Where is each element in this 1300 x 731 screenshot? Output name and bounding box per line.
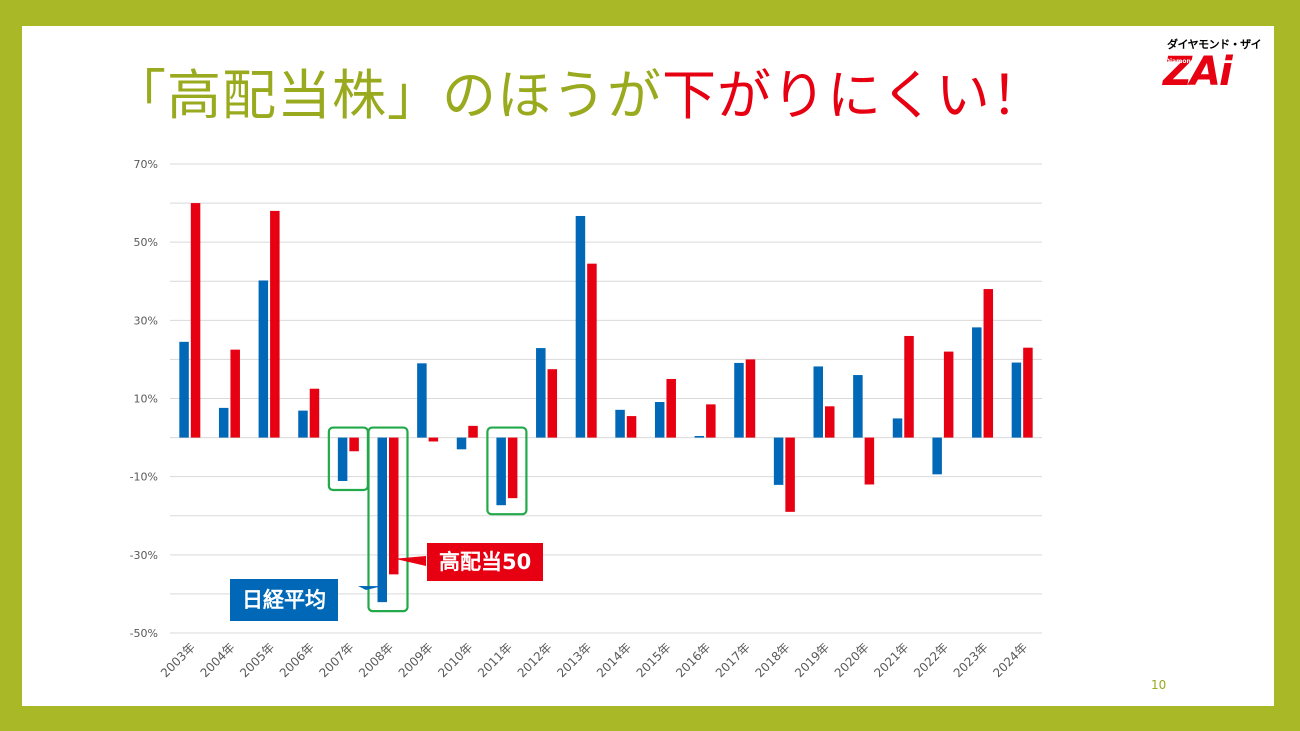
bar-high-dividend (349, 437, 359, 452)
bar-nikkei (1011, 362, 1022, 438)
bar-high-dividend (825, 406, 835, 438)
bar-nikkei (575, 215, 586, 438)
callout-high-dividend: 高配当50 (427, 543, 544, 581)
bar-nikkei (218, 407, 229, 438)
y-tick-label: -30% (130, 549, 158, 562)
x-tick-label: 2020年 (832, 640, 872, 680)
x-tick-label: 2010年 (435, 640, 475, 680)
bar-high-dividend (270, 210, 280, 438)
x-tick-label: 2023年 (951, 640, 991, 680)
logo-mark: ZAi (1163, 49, 1233, 95)
x-tick-label: 2006年 (277, 640, 317, 680)
bar-nikkei (496, 437, 506, 506)
bar-high-dividend (190, 203, 201, 438)
x-tick-label: 2018年 (753, 640, 793, 680)
y-tick-label: -10% (130, 471, 158, 484)
x-tick-label: 2016年 (673, 640, 713, 680)
x-tick-label: 2012年 (515, 640, 555, 680)
x-tick-label: 2003年 (158, 640, 198, 680)
bar-high-dividend (626, 416, 637, 438)
zai-logo: ダイヤモンド・ザイ ZAi Diamond (1163, 36, 1263, 96)
bar-nikkei (456, 437, 467, 450)
bar-nikkei (615, 409, 625, 438)
bar-nikkei (813, 366, 823, 438)
bar-nikkei (298, 410, 308, 438)
highlight-box (367, 426, 409, 613)
x-tick-label: 2011年 (475, 640, 515, 680)
bar-high-dividend (1023, 347, 1033, 438)
highlight-box (327, 426, 369, 492)
x-tick-label: 2013年 (554, 640, 594, 680)
bar-nikkei (654, 402, 665, 438)
x-tick-label: 2022年 (911, 640, 951, 680)
bar-high-dividend (309, 388, 320, 438)
bar-nikkei (337, 437, 348, 481)
bar-nikkei (892, 418, 903, 438)
bar-high-dividend (785, 437, 795, 512)
x-tick-label: 2008年 (356, 640, 396, 680)
logo-sub: Diamond (1165, 58, 1196, 65)
bar-high-dividend (428, 437, 439, 442)
highlight-box (486, 426, 528, 516)
x-tick-label: 2014年 (594, 640, 634, 680)
x-tick-label: 2009年 (396, 640, 436, 680)
bar-high-dividend (468, 425, 478, 438)
bar-nikkei (853, 375, 863, 438)
bar-nikkei (377, 437, 387, 603)
bar-high-dividend (864, 437, 875, 485)
x-tick-label: 2017年 (713, 640, 753, 680)
bar-high-dividend (389, 437, 399, 575)
callout-nikkei: 日経平均 (230, 579, 338, 621)
logo-kana: ダイヤモンド・ザイ (1167, 38, 1262, 51)
bar-high-dividend (904, 335, 914, 438)
bar-high-dividend (943, 351, 954, 438)
bar-high-dividend (587, 263, 597, 438)
bar-high-dividend (230, 349, 240, 438)
y-tick-label: 30% (134, 314, 158, 327)
callout-pointer-nikkei (358, 586, 383, 590)
y-tick-label: 10% (134, 393, 158, 406)
bar-nikkei (972, 327, 982, 438)
x-tick-label: 2004年 (198, 640, 238, 680)
x-tick-label: 2021年 (871, 640, 911, 680)
x-tick-label: 2024年 (990, 640, 1030, 680)
x-tick-label: 2015年 (634, 640, 674, 680)
x-tick-label: 2005年 (237, 640, 277, 680)
bar-nikkei (694, 436, 705, 438)
bar-nikkei (536, 348, 546, 438)
page-number: 10 (1151, 678, 1167, 692)
bar-nikkei (179, 341, 189, 438)
x-tick-label: 2019年 (792, 640, 832, 680)
bar-nikkei (932, 437, 942, 475)
callout-pointer-high-dividend (394, 556, 426, 566)
title-part-green: 「高配当株」のほうが (112, 64, 662, 127)
title-part-red: 下がりにくい！ (662, 64, 1046, 127)
y-tick-label: 70% (134, 158, 158, 171)
y-tick-label: -50% (130, 627, 158, 640)
bar-nikkei (773, 437, 784, 485)
bar-high-dividend (547, 369, 558, 438)
bar-high-dividend (666, 378, 676, 438)
x-tick-label: 2007年 (317, 640, 357, 680)
y-tick-label: 50% (134, 236, 158, 249)
slide-title: 「高配当株」のほうが下がりにくい！ (112, 58, 1046, 134)
bar-nikkei (417, 363, 427, 438)
bar-high-dividend (745, 359, 756, 438)
bar-high-dividend (983, 289, 994, 438)
bar-nikkei (734, 362, 744, 438)
bar-nikkei (258, 280, 269, 438)
bar-high-dividend (706, 404, 716, 438)
bar-high-dividend (507, 437, 518, 499)
